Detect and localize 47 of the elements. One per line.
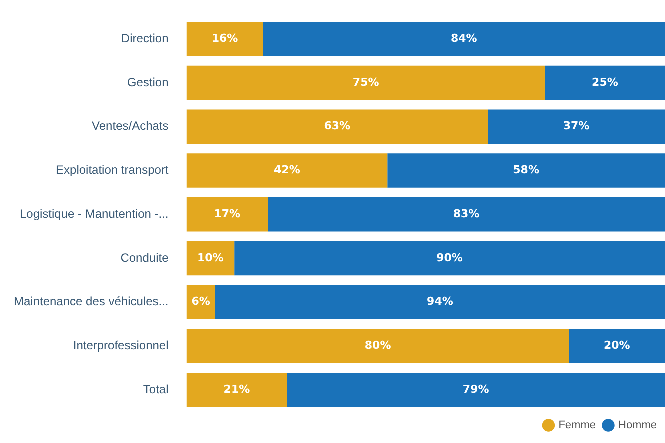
bar [488,110,665,144]
data-label: 37% [563,120,590,133]
data-label: 80% [364,339,392,352]
bar [287,372,665,408]
data-label: 63% [324,120,351,133]
data-label: 90% [436,251,463,264]
bar [263,22,665,56]
data-label: 94% [427,295,454,308]
bar [569,329,665,364]
bar [268,197,665,232]
bar [234,241,665,276]
y-tick-label: Exploitation transport [56,163,170,178]
bar [186,22,264,56]
bar [186,285,216,320]
data-label: 83% [453,207,480,220]
bar [215,285,665,320]
data-label: 58% [513,164,540,177]
legend-label: Homme [618,420,658,432]
bar [186,66,546,100]
data-label: 17% [214,207,241,220]
legend-label: Femme [558,420,596,432]
y-tick-label: Logistique - Manutention -... [20,206,169,221]
bar [545,66,665,100]
data-label: 16% [212,32,238,45]
bar [388,154,665,188]
data-label: 79% [462,382,490,396]
data-label: 42% [274,164,300,177]
y-tick-label: Direction [121,31,169,46]
y-tick-label: Gestion [127,75,169,90]
bar [186,110,488,144]
y-tick-label: Ventes/Achats [92,119,169,134]
y-tick-label: Interprofessionnel [73,338,169,353]
data-label: 20% [604,339,630,352]
data-label: 25% [592,76,618,89]
y-tick-label: Total [143,382,169,396]
data-label: 10% [198,251,224,264]
bar [186,154,388,188]
y-tick-label: Maintenance des véhicules... [14,294,169,309]
bar [186,372,288,408]
data-label: 75% [352,76,380,89]
data-label: 84% [450,32,478,45]
y-tick-label: Conduite [120,250,170,265]
data-label: 6% [192,295,210,308]
bar [186,329,570,364]
bar [186,197,268,232]
bar [186,241,235,276]
data-label: 21% [224,382,250,396]
